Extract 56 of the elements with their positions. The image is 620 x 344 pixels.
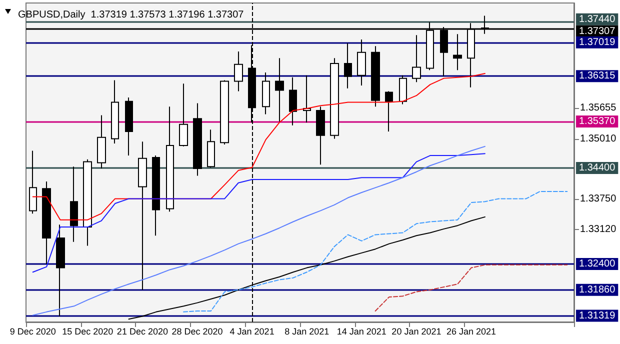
ref-line-label: 1.37019 [579,36,616,48]
ref-line-label: 1.37440 [579,14,616,25]
x-tick-label: 20 Jan 2021 [392,326,442,336]
x-tick-label: 8 Jan 2021 [284,326,330,336]
candlestick [179,83,188,147]
x-tick-label: 14 Jan 2021 [336,326,386,336]
line-series [374,264,568,312]
candlestick [83,158,92,246]
candlestick [289,76,297,126]
line-series [183,191,568,312]
ref-line-label: 1.31860 [579,284,616,296]
y-tick-label: 1.33750 [580,194,617,205]
candlestick [70,166,78,242]
y-tick-label: 1.35655 [580,102,617,114]
candlestick [385,90,393,132]
candlestick [371,46,380,108]
candlestick [220,80,229,146]
candlestick [166,106,174,212]
ref-line-label: 1.37307 [579,26,616,37]
x-tick-label: 28 Dec 2020 [172,326,223,336]
candlestick [330,58,339,140]
candlestick [193,102,202,176]
x-tick-label: 15 Dec 2020 [62,326,114,336]
x-tick-label: 9 Dec 2020 [10,326,56,336]
y-tick-label: 1.35010 [580,133,617,144]
y-tick-label: 1.33120 [580,224,617,235]
candlestick [97,114,106,169]
candlestick [316,106,325,166]
ref-line-label: 1.31319 [579,310,616,322]
candlestick [42,180,51,264]
line-series [32,153,486,273]
candlestick [234,50,243,92]
candlestick [344,42,352,89]
candlestick [303,74,311,123]
candlestick [125,97,133,156]
candlestick [412,34,421,83]
line-series [32,146,486,316]
candlestick [399,74,407,105]
x-tick-label: 21 Dec 2020 [116,326,168,336]
candlestick [357,38,366,86]
candlestick [207,129,215,168]
candlestick [111,80,119,144]
ref-line-label: 1.36315 [579,70,616,82]
ref-line-label: 1.34400 [579,162,616,174]
candlestick [453,34,462,71]
x-tick-label: 26 Jan 2021 [446,326,496,336]
x-tick-label: 4 Jan 2021 [230,326,274,336]
candlestick [262,72,270,115]
ref-line-label: 1.32400 [579,258,616,270]
candlestick [152,155,160,236]
ref-line-label: 1.35370 [579,116,616,127]
candlestick [138,141,147,290]
candlestick [29,150,37,214]
candlestick [56,224,65,317]
text: GBPUSD,Daily 1.37319 1.37573 1.37196 1.37307 [18,10,244,20]
candlestick [275,58,284,122]
